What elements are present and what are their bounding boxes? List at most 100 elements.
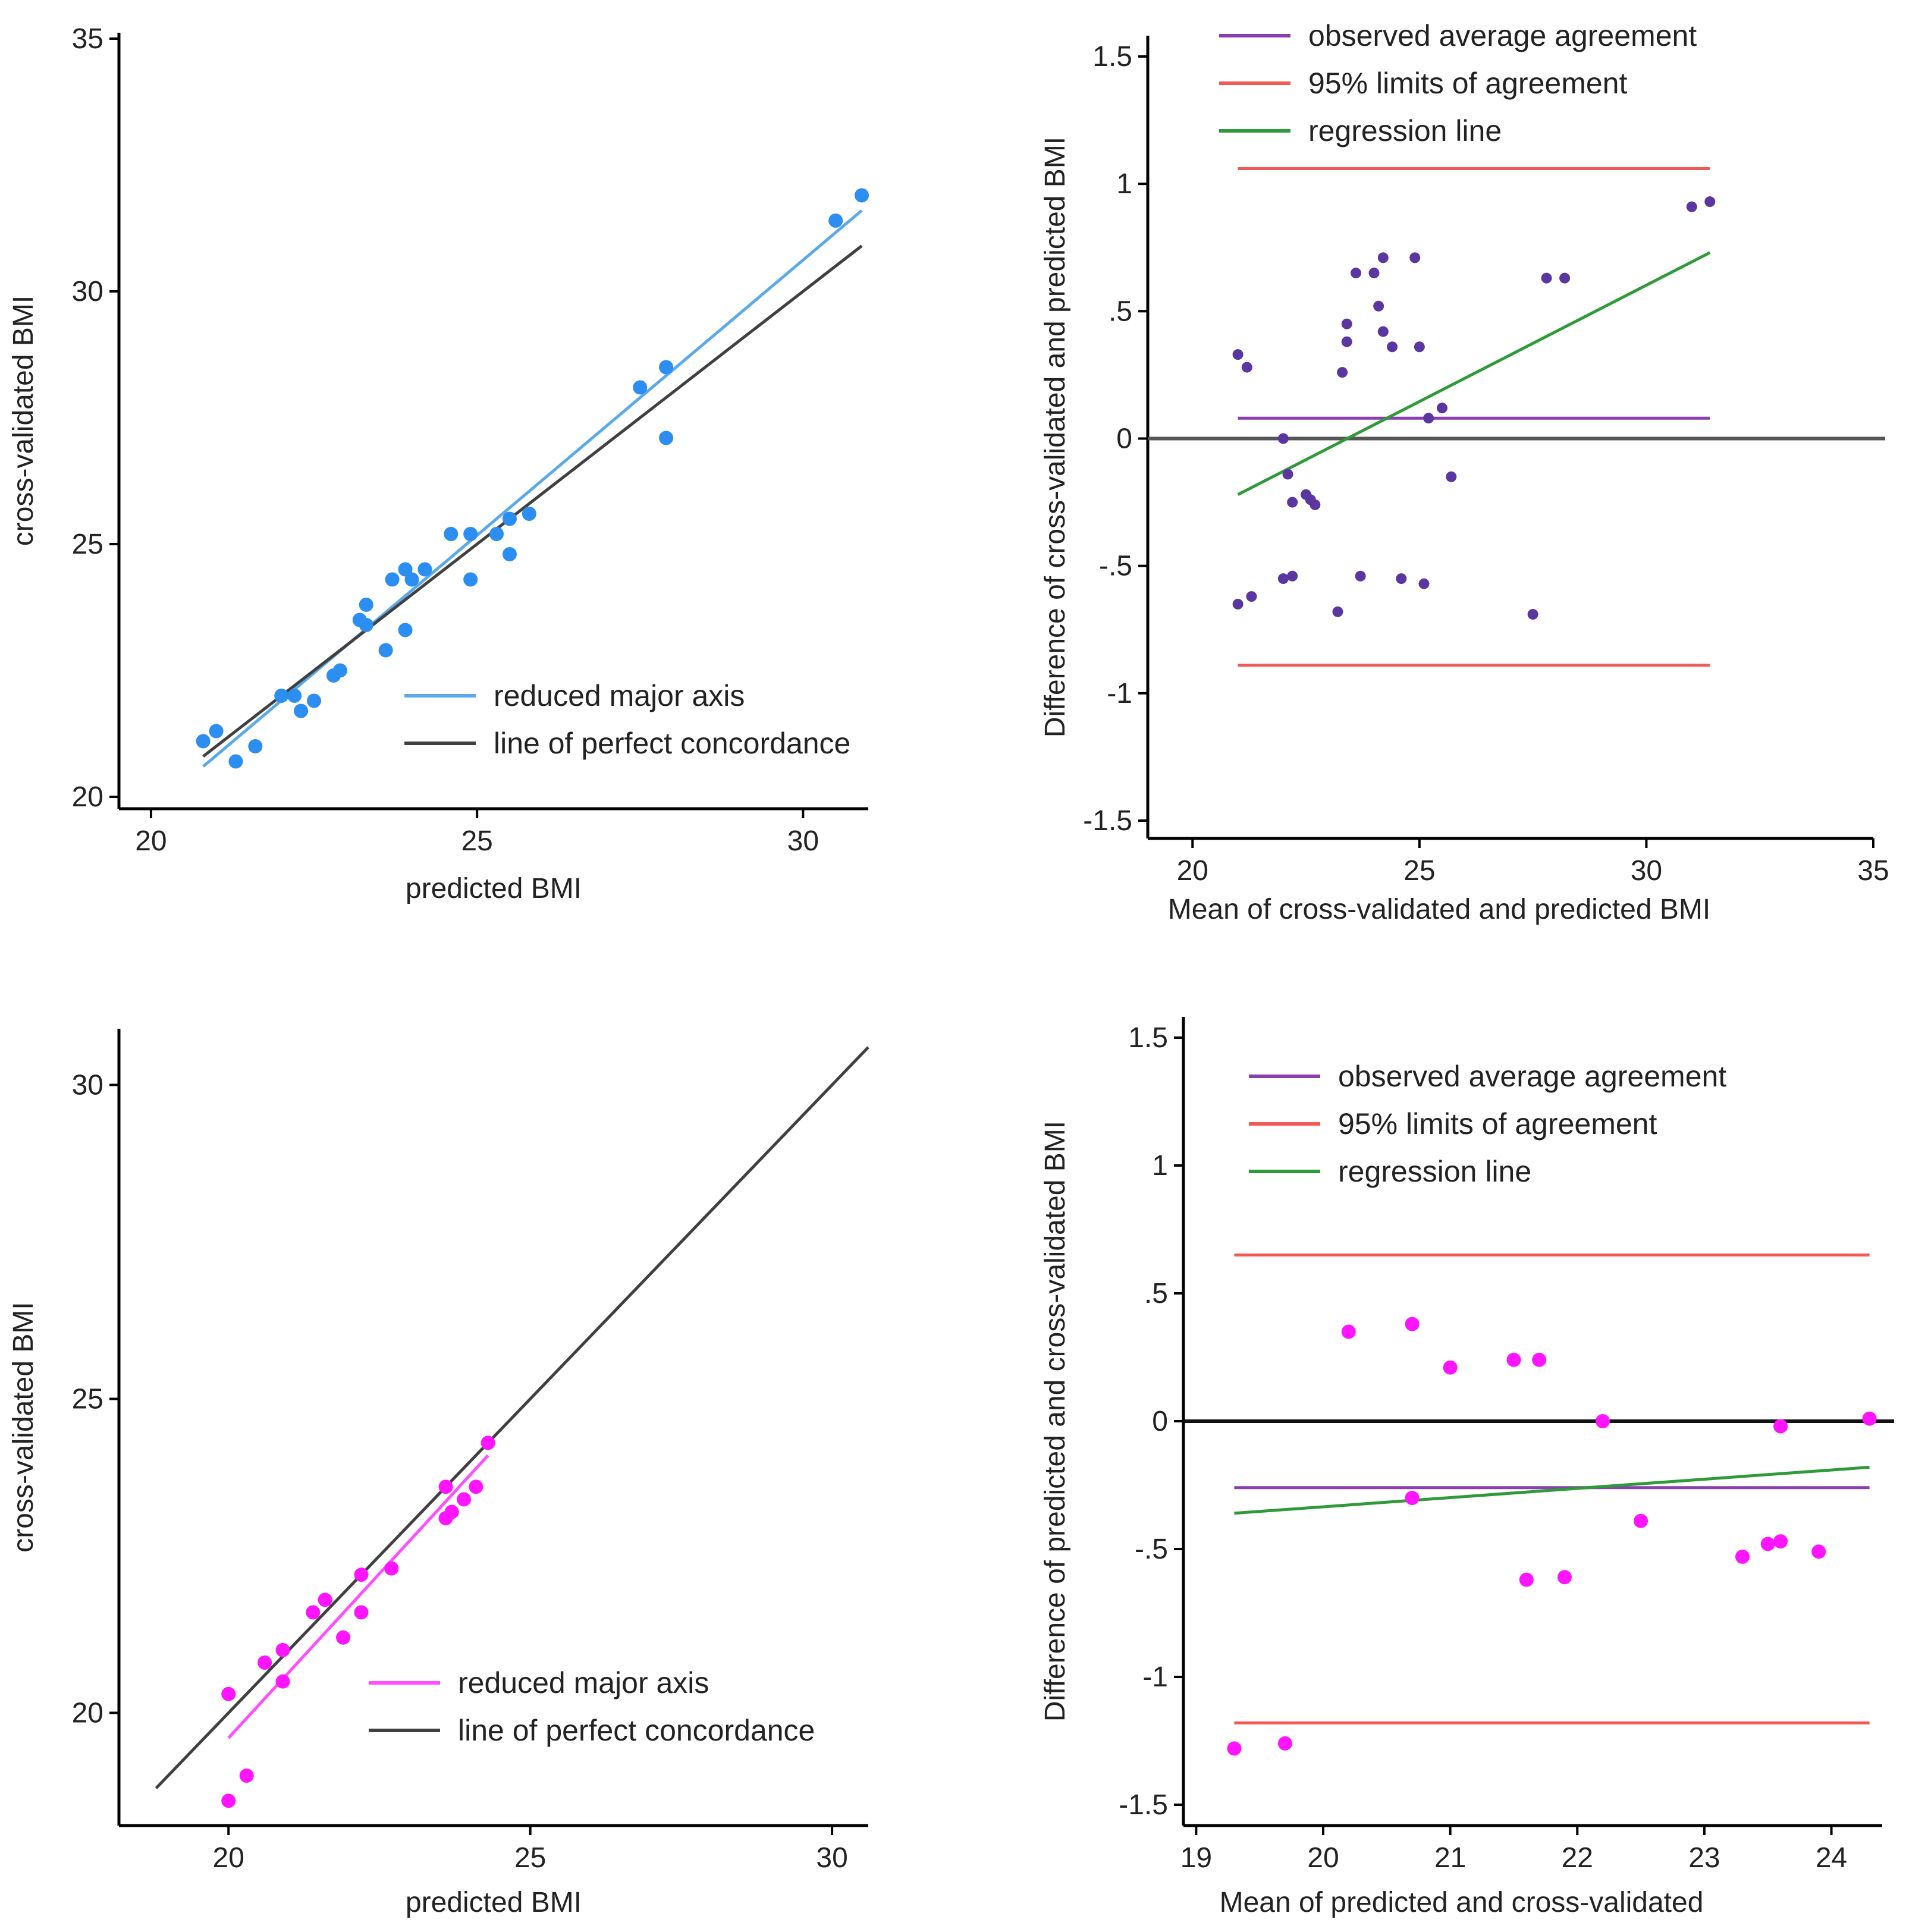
y-axis-title: cross-validated BMI bbox=[8, 296, 39, 546]
legend-label: 95% limits of agreement bbox=[1338, 1107, 1657, 1141]
series-line-regression-line bbox=[1237, 251, 1711, 496]
data-point bbox=[1735, 1549, 1750, 1564]
data-point bbox=[274, 689, 289, 703]
data-point bbox=[209, 724, 224, 739]
data-point bbox=[1773, 1534, 1788, 1549]
data-point bbox=[385, 572, 400, 587]
x-tick-label: 20 bbox=[1307, 1842, 1339, 1874]
y-tick-label: .5 bbox=[1109, 296, 1132, 327]
data-point bbox=[1405, 1491, 1420, 1505]
y-tick-label: -1 bbox=[1107, 678, 1132, 709]
legend-label: regression line bbox=[1308, 114, 1502, 147]
y-tick-label: 35 bbox=[72, 23, 103, 55]
x-axis-title: predicted BMI bbox=[406, 1887, 582, 1918]
legend-label: observed average agreement bbox=[1308, 19, 1697, 52]
data-point bbox=[354, 1605, 369, 1620]
y-tick-label: -1 bbox=[1142, 1661, 1168, 1693]
x-axis-title: Mean of predicted and cross-validated bbox=[1220, 1887, 1704, 1918]
data-point bbox=[1414, 341, 1425, 353]
data-point bbox=[1506, 1352, 1521, 1367]
data-point bbox=[1773, 1419, 1788, 1434]
data-point bbox=[239, 1768, 254, 1783]
data-point bbox=[1704, 196, 1716, 208]
data-point bbox=[828, 213, 843, 228]
data-point bbox=[1405, 1317, 1420, 1331]
data-point bbox=[1418, 578, 1430, 589]
data-point bbox=[1232, 349, 1244, 360]
legend-label: regression line bbox=[1338, 1155, 1531, 1188]
legend-label: 95% limits of agreement bbox=[1308, 67, 1627, 100]
y-tick-label: -1.5 bbox=[1119, 1789, 1168, 1821]
data-point bbox=[354, 1567, 369, 1582]
series-line-line-of-perfect-concordance bbox=[202, 244, 863, 758]
x-tick-label: 25 bbox=[514, 1842, 546, 1874]
x-axis-title: predicted BMI bbox=[406, 873, 582, 904]
data-point bbox=[1634, 1513, 1648, 1528]
data-point bbox=[463, 572, 478, 587]
data-point bbox=[1596, 1414, 1610, 1428]
data-point bbox=[1532, 1352, 1547, 1367]
data-point bbox=[438, 1479, 453, 1494]
x-tick-label: 21 bbox=[1434, 1842, 1466, 1874]
y-tick-label: 30 bbox=[72, 1069, 103, 1101]
data-point bbox=[1341, 1324, 1356, 1339]
y-tick-label: .5 bbox=[1144, 1278, 1168, 1309]
x-tick-label: 35 bbox=[1857, 855, 1889, 887]
chart-panel-bottom-left: 20 25 30 20 25 30 predicted BMI cross-validated… bbox=[8, 1029, 869, 1918]
data-point bbox=[1282, 469, 1293, 480]
data-point bbox=[1287, 497, 1298, 508]
y-tick-label: 1 bbox=[1116, 168, 1132, 200]
data-point bbox=[444, 527, 459, 541]
x-tick-label: 20 bbox=[135, 825, 167, 857]
x-tick-label: 22 bbox=[1562, 1842, 1593, 1874]
legend-label: observed average agreement bbox=[1338, 1060, 1726, 1093]
data-point bbox=[1387, 341, 1398, 353]
data-point bbox=[457, 1492, 472, 1507]
data-point bbox=[332, 663, 347, 678]
chart-panel-bottom-right: -1.5 -1 -.5 0 .5 1 1.5 19 20 21 22 23 24 Mean of pred… bbox=[1040, 1017, 1894, 1918]
y-axis-title: Difference of predicted and cross-valida… bbox=[1040, 1121, 1071, 1721]
y-tick-label: 20 bbox=[72, 1697, 103, 1729]
data-point bbox=[221, 1793, 236, 1808]
y-tick-label: 1 bbox=[1152, 1150, 1168, 1182]
x-tick-label: 25 bbox=[461, 825, 492, 857]
data-point bbox=[417, 562, 432, 577]
data-point bbox=[1310, 499, 1321, 510]
data-point bbox=[1246, 591, 1257, 602]
legend-label: line of perfect concordance bbox=[494, 727, 850, 760]
y-tick-label: 25 bbox=[72, 529, 103, 560]
data-point bbox=[1277, 433, 1289, 444]
data-point bbox=[1541, 272, 1552, 284]
y-tick-label: 25 bbox=[72, 1383, 103, 1415]
y-axis-title: Difference of cross-validated and predic… bbox=[1040, 137, 1071, 737]
data-point bbox=[318, 1592, 332, 1607]
x-tick-label: 20 bbox=[1177, 855, 1208, 887]
chart-panel-top-right: -1.5 -1 -.5 0 .5 1 1.5 20 25 30 35 Mean of cross-va… bbox=[1040, 19, 1889, 925]
data-point bbox=[1337, 367, 1348, 378]
y-tick-label: 1.5 bbox=[1128, 1022, 1168, 1054]
data-point bbox=[1377, 326, 1389, 337]
data-point bbox=[1527, 609, 1538, 620]
data-point bbox=[404, 572, 419, 587]
data-point bbox=[398, 562, 413, 577]
data-point bbox=[221, 1686, 236, 1701]
data-point bbox=[1341, 318, 1352, 329]
data-point bbox=[1443, 1360, 1458, 1375]
data-point bbox=[1355, 570, 1366, 582]
x-tick-label: 20 bbox=[213, 1842, 244, 1874]
data-point bbox=[659, 360, 674, 375]
y-tick-label: 20 bbox=[72, 781, 103, 813]
series-line-line-of-perfect-concordance bbox=[155, 1046, 869, 1789]
y-tick-label: -.5 bbox=[1135, 1534, 1168, 1565]
data-point bbox=[1862, 1411, 1877, 1426]
data-point bbox=[1686, 201, 1697, 212]
data-point bbox=[287, 689, 302, 703]
data-point bbox=[522, 507, 536, 521]
data-point bbox=[855, 188, 869, 203]
data-point bbox=[306, 1605, 321, 1620]
data-point bbox=[1559, 272, 1571, 284]
series-line-regression-line bbox=[1234, 1465, 1870, 1515]
data-point bbox=[463, 527, 478, 541]
data-point bbox=[444, 1504, 459, 1519]
